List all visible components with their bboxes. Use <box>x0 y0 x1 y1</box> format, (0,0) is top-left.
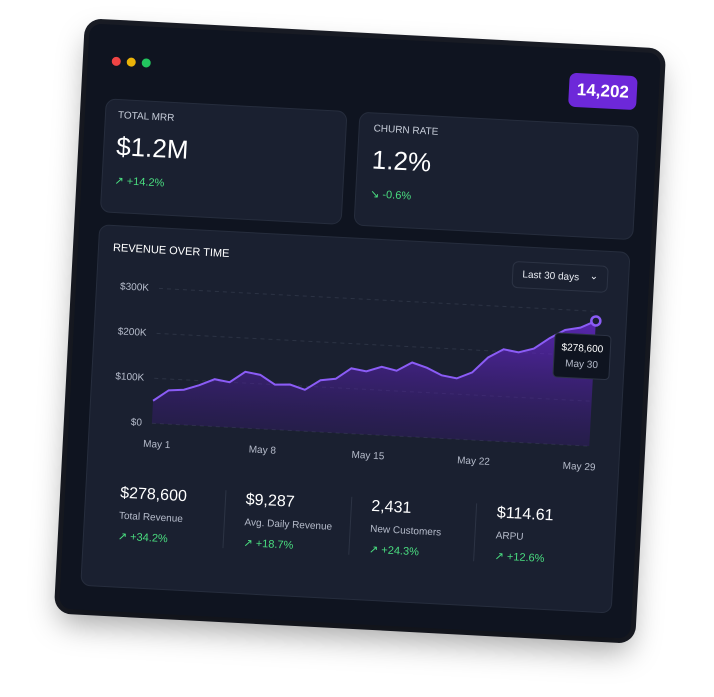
up-arrow: ↗ <box>117 530 131 544</box>
x-tick-label: May 29 <box>562 461 596 474</box>
x-tick-label: May 22 <box>457 455 491 468</box>
y-tick-label: $200K <box>117 326 147 339</box>
kpi-label: Total Revenue <box>118 510 184 525</box>
down-arrow: ↘ <box>369 188 383 201</box>
tooltip-value: $278,600 <box>561 342 604 355</box>
last-point <box>590 315 602 327</box>
kpi: $9,287 Avg. Daily Revenue ↗ +18.7% <box>222 490 351 555</box>
x-tick-label: May 15 <box>351 450 385 463</box>
kpi: $114.61 ARPU ↗ +12.6% <box>473 503 602 568</box>
area <box>151 320 596 447</box>
kpi-label: ARPU <box>495 530 524 543</box>
card-label: CHURN RATE <box>373 123 439 138</box>
change-text: -0.6% <box>382 188 412 203</box>
dashboard-window: 14,202 TOTAL MRR $1.2M ↗ +14.2% CHURN RA… <box>59 23 661 639</box>
revenue-chart: $0 $100K $200K $300K May 1 May 8 May 15 May 22 M… <box>115 281 612 474</box>
kpi-change: ↗ +18.7% <box>243 536 348 554</box>
card-label: TOTAL MRR <box>117 110 175 124</box>
kpi: $278,600 Total Revenue ↗ +34.2% <box>98 484 226 548</box>
churn-card: CHURN RATE 1.2% ↘ -0.6% <box>353 111 640 241</box>
up-arrow: ↗ <box>368 543 382 557</box>
tooltip <box>552 332 612 381</box>
kpi-change: ↗ +34.2% <box>118 530 223 548</box>
line <box>152 320 597 402</box>
change-text: +12.6% <box>506 551 545 565</box>
close-dot[interactable] <box>111 56 122 67</box>
kpi-label: Avg. Daily Revenue <box>244 517 333 533</box>
up-arrow: ↗ <box>243 537 257 550</box>
change-text: +34.2% <box>129 531 169 546</box>
y-tick-label: $300K <box>120 281 150 294</box>
card-value: 1.2% <box>371 144 432 178</box>
grid-line <box>158 287 597 312</box>
kpi-label: New Customers <box>369 523 442 539</box>
kpi-change: ↗ +24.3% <box>369 543 474 561</box>
x-tick-label: May 8 <box>248 444 276 456</box>
card-change: ↗ +14.2% <box>114 174 342 199</box>
x-tick-label: May 1 <box>143 439 171 451</box>
y-tick-label: $100K <box>115 371 145 384</box>
mrr-card: TOTAL MRR $1.2M ↗ +14.2% <box>99 98 348 225</box>
card-value: $1.2M <box>115 131 190 165</box>
revenue-card: REVENUE OVER TIME Last 30 days ⌄ $0 $100K $… <box>80 224 631 614</box>
up-arrow: ↗ <box>494 550 508 563</box>
maximize-dot[interactable] <box>141 58 151 68</box>
up-arrow: ↗ <box>114 174 128 188</box>
kpi: 2,431 New Customers ↗ +24.3% <box>347 496 477 562</box>
grid-line <box>156 332 595 357</box>
change-text: +24.3% <box>381 544 420 559</box>
tooltip-date: May 30 <box>565 358 599 371</box>
change-text: +14.2% <box>126 175 165 190</box>
change-text: +18.7% <box>255 537 294 552</box>
y-tick-label: $0 <box>130 417 142 429</box>
minimize-dot[interactable] <box>126 57 136 67</box>
kpi-change: ↗ +12.6% <box>494 549 599 567</box>
card-change: ↘ -0.6% <box>370 187 634 214</box>
badge: 14,202 <box>568 72 638 111</box>
